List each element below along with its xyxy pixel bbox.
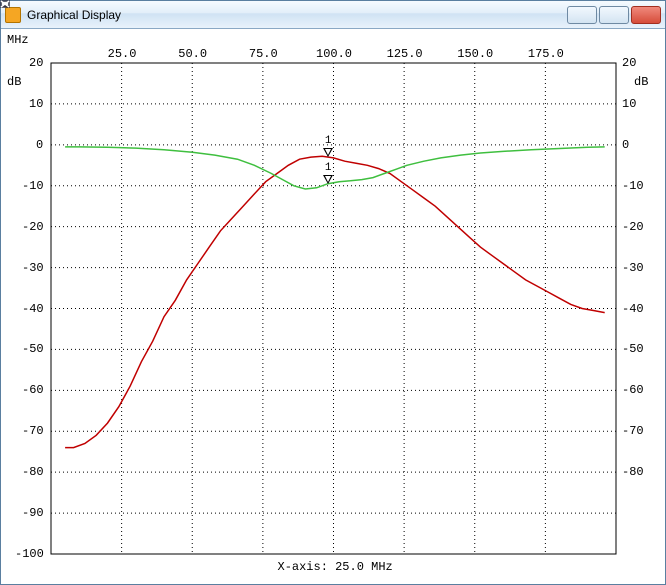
chart-area: BSS Store MHzdBdB25.050.075.0100.0125.01…: [1, 29, 665, 584]
y-tick-label-right: -20: [622, 220, 644, 234]
titlebar[interactable]: Graphical Display: [1, 1, 665, 29]
marker-label: 1: [325, 135, 332, 147]
y-tick-label-left: -100: [15, 547, 44, 561]
close-icon: [0, 0, 10, 8]
x-tick-label: 150.0: [457, 47, 493, 61]
y-tick-label-left: -70: [22, 424, 44, 438]
y-tick-label-right: -50: [622, 342, 644, 356]
y-unit-right-label: dB: [634, 75, 648, 89]
chart-content: BSS Store MHzdBdB25.050.075.0100.0125.01…: [1, 29, 665, 584]
minimize-button[interactable]: [567, 6, 597, 24]
y-tick-label-left: 20: [29, 56, 43, 70]
y-tick-label-right: -80: [622, 465, 644, 479]
x-tick-label: 75.0: [249, 47, 278, 61]
y-tick-label-left: 0: [36, 138, 43, 152]
app-icon: [5, 7, 21, 23]
y-tick-label-right: -60: [622, 383, 644, 397]
app-window: Graphical Display BSS Store MHzdBdB25.05…: [0, 0, 666, 585]
window-title: Graphical Display: [27, 8, 567, 22]
y-tick-label-right: -30: [622, 261, 644, 275]
y-tick-label-left: -60: [22, 383, 44, 397]
y-tick-label-left: -40: [22, 302, 44, 316]
y-tick-label-left: -50: [22, 342, 44, 356]
marker-label: 1: [325, 162, 332, 174]
x-axis-footer: X-axis: 25.0 MHz: [278, 560, 393, 574]
y-tick-label-right: -10: [622, 179, 644, 193]
y-tick-label-left: -10: [22, 179, 44, 193]
y-tick-label-right: 0: [622, 138, 629, 152]
window-buttons: [567, 6, 661, 24]
y-tick-label-left: 10: [29, 97, 43, 111]
y-tick-label-right: -40: [622, 302, 644, 316]
y-tick-label-left: -30: [22, 261, 44, 275]
maximize-button[interactable]: [599, 6, 629, 24]
y-tick-label-right: 10: [622, 97, 636, 111]
y-tick-label-left: -20: [22, 220, 44, 234]
y-tick-label-right: -70: [622, 424, 644, 438]
x-tick-label: 25.0: [108, 47, 137, 61]
close-button[interactable]: [631, 6, 661, 24]
marker-triangle-icon[interactable]: [323, 175, 333, 184]
marker-triangle-icon[interactable]: [323, 148, 333, 157]
x-tick-label: 100.0: [316, 47, 352, 61]
x-tick-label: 175.0: [528, 47, 564, 61]
x-unit-label: MHz: [7, 33, 29, 47]
y-tick-label-right: 20: [622, 56, 636, 70]
x-tick-label: 50.0: [178, 47, 207, 61]
y-unit-left-label: dB: [7, 75, 21, 89]
chart-svg: [1, 29, 665, 584]
y-tick-label-left: -90: [22, 506, 44, 520]
x-tick-label: 125.0: [387, 47, 423, 61]
y-tick-label-left: -80: [22, 465, 44, 479]
